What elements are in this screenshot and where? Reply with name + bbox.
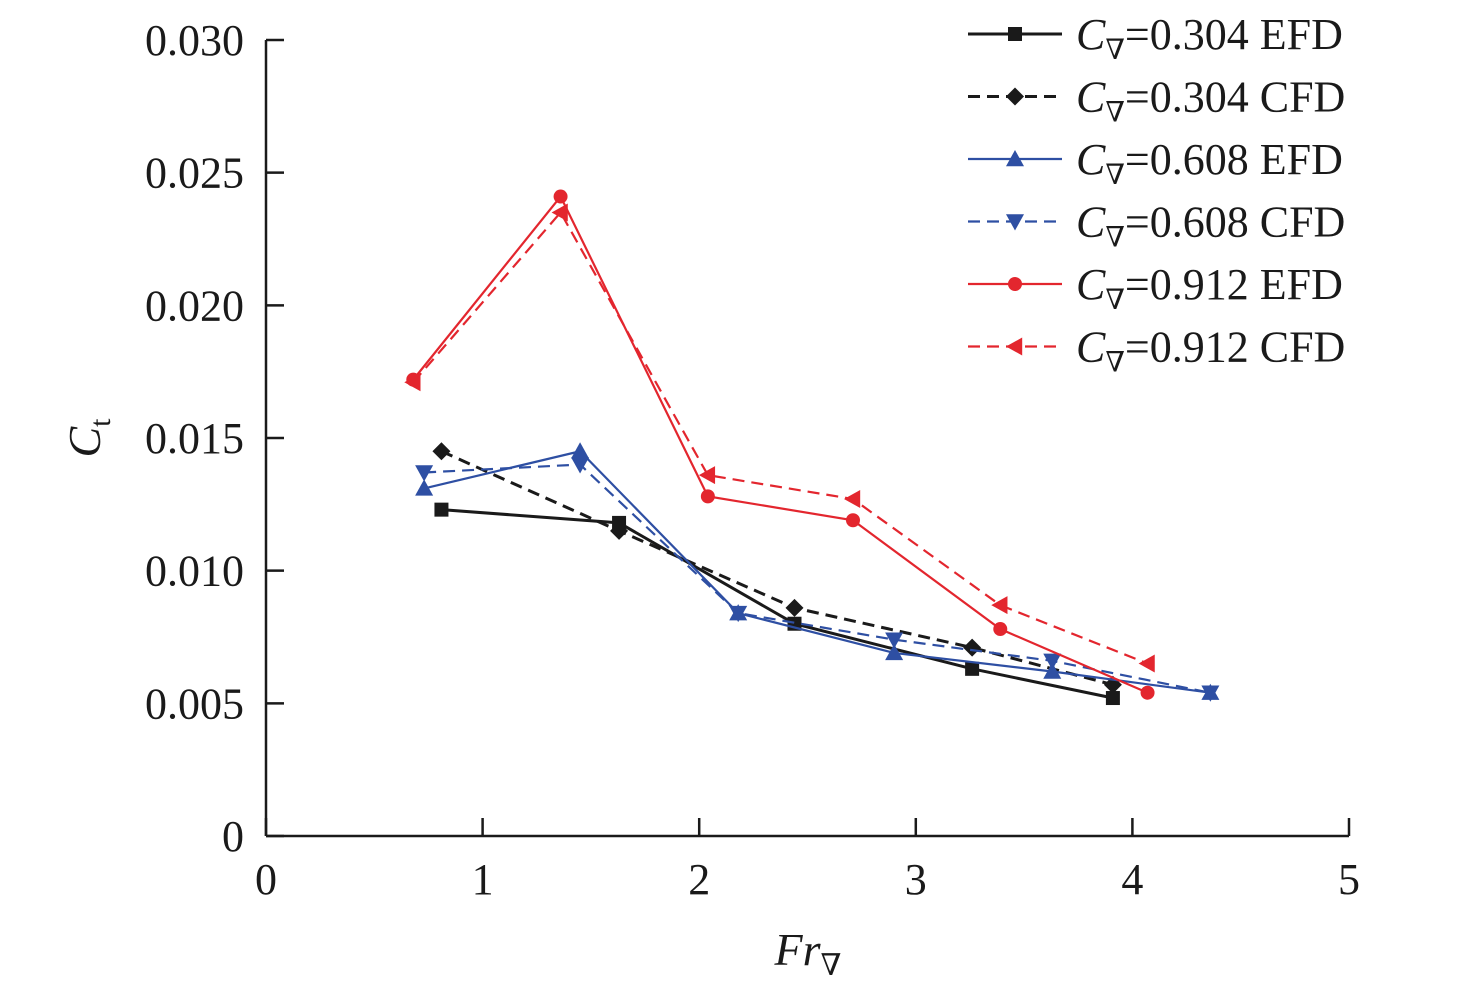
legend-entry: C∇=0.912 EFD [968,260,1343,316]
series-line [441,508,1114,700]
legend-label: C∇=0.608 EFD [1076,135,1343,191]
data-point [845,513,860,528]
data-point [785,598,804,617]
legend-marker [1006,87,1024,106]
data-point [885,643,904,661]
legend-marker [1006,337,1023,356]
data-point [698,466,716,485]
data-point [729,605,748,623]
y-tick-label: 0.025 [145,149,244,198]
legend-marker [1006,150,1024,167]
legend-marker [1008,277,1022,291]
data-point [415,479,434,496]
x-tick-label: 1 [472,855,494,904]
y-tick-label: 0.010 [145,547,244,596]
data-point [404,373,421,392]
series-line [424,463,1211,694]
data-point [1043,653,1062,670]
y-tick-label: 0.015 [145,414,244,463]
legend-label: C∇=0.608 CFD [1076,198,1345,254]
series-line [423,450,1211,694]
data-point [551,203,568,222]
legend-entry: C∇=0.304 EFD [968,10,1343,66]
data-point [991,596,1008,615]
data-point [571,442,590,459]
legend-label: C∇=0.912 CFD [1076,323,1345,379]
legend-marker [1008,27,1022,41]
data-point [432,442,451,461]
data-point [434,502,449,517]
x-axis-title: Fr∇ [774,924,842,982]
legend-entry: C∇=0.912 CFD [968,323,1345,379]
legend-entry: C∇=0.304 CFD [968,73,1345,129]
series-6 [404,203,1155,673]
series-1 [434,502,1120,706]
legend-marker [1006,214,1024,231]
data-point [1201,685,1220,702]
data-point [843,490,861,509]
data-point [963,638,982,657]
series-5 [406,189,1155,700]
data-point [610,521,629,540]
legend-entry: C∇=0.608 CFD [968,198,1345,254]
y-tick-label: 0.005 [145,679,244,728]
data-point [1138,654,1155,673]
y-tick-label: 0.020 [145,281,244,330]
data-point [993,622,1008,637]
data-point [885,632,904,649]
y-tick-label: 0 [222,812,244,861]
y-axis-title: Ct [59,418,117,458]
data-point [415,465,434,482]
data-point [1105,691,1120,706]
x-tick-label: 4 [1121,855,1143,904]
legend-label: C∇=0.304 EFD [1076,10,1343,66]
series-3 [415,442,1220,700]
x-tick-label: 3 [905,855,927,904]
data-point [553,189,568,204]
x-tick-label: 2 [688,855,710,904]
data-point [965,661,980,676]
data-point [1140,685,1155,700]
data-point [571,457,590,474]
data-point [1043,662,1062,679]
legend-label: C∇=0.304 CFD [1076,73,1345,129]
legend: C∇=0.304 EFD C∇=0.304 CFD C∇=0.608 EFD C∇=0… [968,10,1345,379]
series-4 [415,457,1220,702]
series-line [412,194,1148,694]
series-line [412,210,1148,665]
axes: 0 0.005 0.010 0.015 0.020 0.025 0.030 0 1 2 3 4 5 Fr∇… [59,16,1360,982]
legend-entry: C∇=0.608 EFD [968,135,1343,191]
x-tick-label: 0 [255,855,277,904]
y-tick-label: 0.030 [145,16,244,65]
x-tick-label: 5 [1338,855,1360,904]
series-layer [404,189,1220,706]
data-point [700,489,715,504]
legend-label: C∇=0.912 EFD [1076,260,1343,316]
